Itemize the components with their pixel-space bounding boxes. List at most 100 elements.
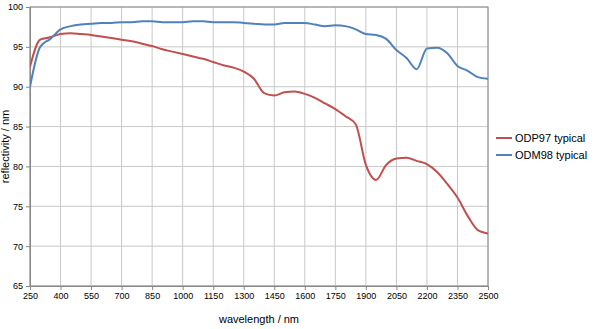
y-tick-mark <box>26 166 30 167</box>
y-tick-mark <box>26 286 30 287</box>
grid-line-x <box>182 7 183 286</box>
grid <box>30 7 488 286</box>
y-axis: 65 70 75 80 85 90 95 100 <box>8 2 31 291</box>
y-tick: 95 <box>13 42 30 52</box>
grid-line-x <box>152 7 153 286</box>
grid-line-y <box>30 46 488 47</box>
x-tick-label: 1600 <box>295 291 315 301</box>
y-tick-label: 100 <box>8 2 23 12</box>
y-tick-mark <box>26 206 30 207</box>
y-tick-label: 95 <box>13 42 23 52</box>
y-tick-mark <box>26 87 30 88</box>
x-tick-label: 1150 <box>204 291 223 301</box>
x-tick-label: 400 <box>54 291 69 301</box>
legend-label: ODP97 typical <box>515 132 585 144</box>
y-tick: 85 <box>13 122 30 132</box>
y-tick-label: 70 <box>13 242 23 252</box>
legend-label: ODM98 typical <box>515 149 587 161</box>
grid-line-x <box>457 7 458 286</box>
x-tick: 550 <box>84 286 99 301</box>
x-tick: 1150 <box>204 286 223 301</box>
x-axis: 2504005507008501000115013001450160017501… <box>23 286 499 301</box>
x-tick-mark <box>305 286 306 290</box>
x-tick-mark <box>396 286 397 290</box>
x-tick: 250 <box>23 286 38 301</box>
grid-line-x <box>304 7 305 286</box>
x-tick-mark <box>427 286 428 290</box>
x-axis-title: wavelength / nm <box>218 313 299 325</box>
grid-line-x <box>243 7 244 286</box>
grid-line-x <box>60 7 61 286</box>
y-tick-mark <box>26 7 30 8</box>
x-tick: 850 <box>145 286 160 301</box>
y-tick: 70 <box>13 242 30 252</box>
x-tick-mark <box>152 286 153 290</box>
x-tick-mark <box>366 286 367 290</box>
grid-line-x <box>335 7 336 286</box>
series-group <box>30 21 488 233</box>
x-tick-label: 2350 <box>448 291 468 301</box>
y-tick: 75 <box>13 202 30 212</box>
x-tick-mark <box>213 286 214 290</box>
grid-line-x <box>213 7 214 286</box>
y-tick-label: 65 <box>13 281 23 291</box>
x-tick-label: 1450 <box>265 291 285 301</box>
x-tick-mark <box>488 286 489 290</box>
x-tick: 700 <box>115 286 130 301</box>
grid-line-y <box>30 126 488 127</box>
x-tick-label: 850 <box>145 291 160 301</box>
x-tick-label: 2050 <box>387 291 407 301</box>
x-tick: 400 <box>54 286 69 301</box>
y-tick-mark <box>26 127 30 128</box>
grid-line-y <box>30 166 488 167</box>
y-tick-label: 90 <box>13 82 23 92</box>
grid-line-x <box>365 7 366 286</box>
y-tick-label: 80 <box>13 162 23 172</box>
x-tick: 1750 <box>326 286 346 301</box>
x-tick: 2350 <box>448 286 468 301</box>
x-tick-mark <box>61 286 62 290</box>
x-tick-mark <box>244 286 245 290</box>
y-tick: 65 <box>13 281 30 291</box>
x-tick-label: 1900 <box>356 291 376 301</box>
legend: ODP97 typical ODM98 typical <box>496 132 587 161</box>
legend-swatch <box>496 137 512 139</box>
x-tick-label: 250 <box>23 291 38 301</box>
x-tick-mark <box>183 286 184 290</box>
x-tick: 2500 <box>478 286 498 301</box>
x-axis-line <box>31 287 489 291</box>
plot: 2504005507008501000115013001450160017501… <box>8 2 499 301</box>
plot-frame <box>30 7 488 286</box>
x-tick-label: 2500 <box>478 291 498 301</box>
x-tick-label: 2200 <box>417 291 437 301</box>
y-tick-label: 85 <box>13 122 23 132</box>
chart: 2504005507008501000115013001450160017501… <box>0 0 600 329</box>
x-tick-label: 550 <box>84 291 99 301</box>
y-tick-mark <box>26 246 30 247</box>
legend-swatch <box>496 154 512 156</box>
y-tick: 80 <box>13 162 30 172</box>
x-tick-mark <box>274 286 275 290</box>
y-tick: 90 <box>13 82 30 92</box>
y-tick-mark <box>26 47 30 48</box>
x-tick: 1300 <box>234 286 254 301</box>
x-tick-mark <box>91 286 92 290</box>
x-tick-mark <box>122 286 123 290</box>
x-tick: 2200 <box>417 286 437 301</box>
y-axis-line <box>26 8 31 287</box>
y-tick: 100 <box>8 2 30 12</box>
grid-line-y <box>30 246 488 247</box>
y-tick-label: 75 <box>13 202 23 212</box>
y-axis-title: reflectivity / nm <box>0 110 11 183</box>
x-tick-label: 1750 <box>326 291 346 301</box>
grid-line-x <box>121 7 122 286</box>
grid-line-y <box>30 206 488 207</box>
x-tick-label: 700 <box>115 291 130 301</box>
x-tick-mark <box>335 286 336 290</box>
grid-line-x <box>274 7 275 286</box>
x-tick: 1900 <box>356 286 376 301</box>
x-tick: 1600 <box>295 286 315 301</box>
grid-line-x <box>91 7 92 286</box>
x-tick-mark <box>457 286 458 290</box>
series-line <box>30 21 488 86</box>
